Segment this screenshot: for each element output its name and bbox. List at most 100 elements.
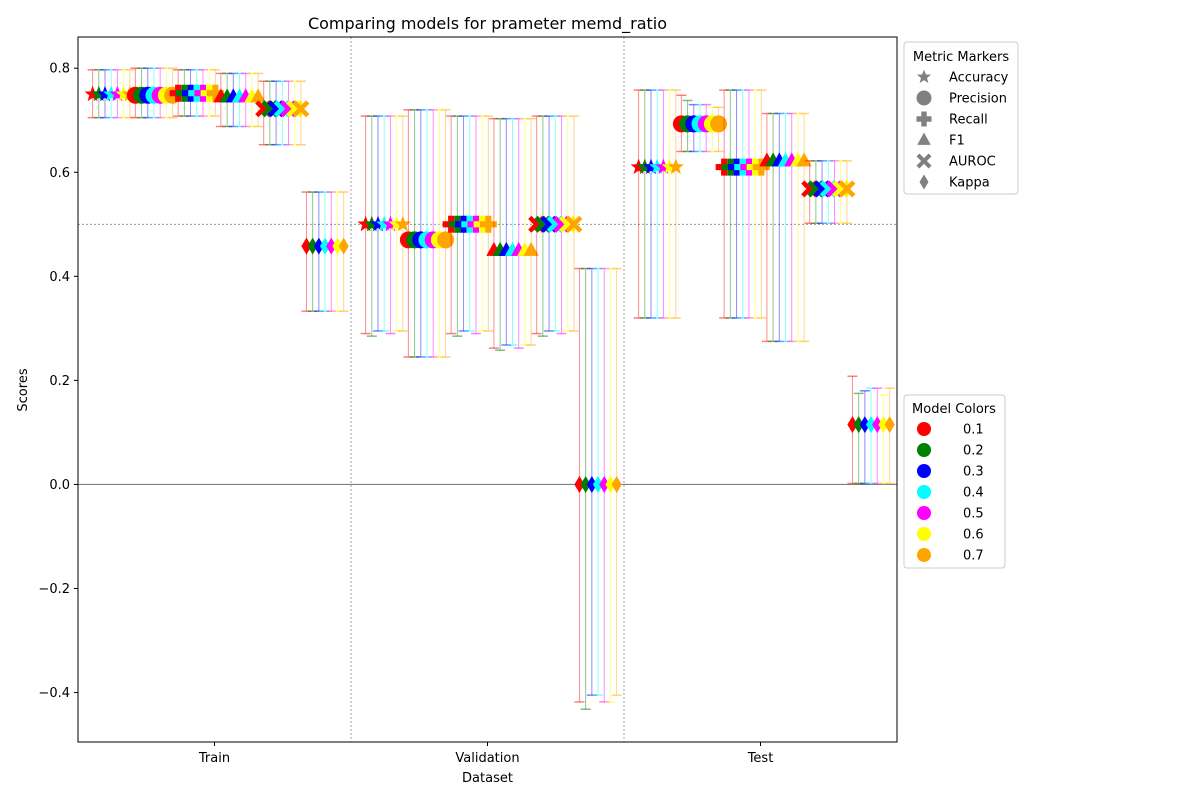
legend-marker	[916, 90, 932, 106]
legend-item-model-0-1: 0.1	[917, 422, 984, 438]
data-point	[363, 215, 380, 232]
series-train-f1	[213, 72, 266, 128]
legend-label: AUROC	[949, 155, 996, 170]
legend-label: 0.7	[963, 549, 984, 564]
legend-item-model-0-4: 0.4	[917, 485, 984, 501]
data-point	[661, 158, 678, 174]
data-point	[636, 158, 653, 174]
series-validation-f1	[486, 117, 539, 351]
x-tick-label: Test	[747, 751, 774, 766]
series-validation-recall	[442, 115, 497, 337]
data-point	[752, 158, 770, 176]
x-tick-label: Validation	[455, 751, 519, 766]
data-point	[313, 237, 324, 255]
data-point	[838, 180, 856, 198]
legend-item-model-0-2: 0.2	[917, 443, 984, 459]
y-tick-label: 0.2	[49, 374, 70, 389]
data-point	[642, 158, 660, 174]
y-tick-label: 0.0	[49, 478, 70, 493]
legend-label: 0.2	[963, 444, 984, 459]
plot-area	[78, 37, 897, 742]
legend-marker	[916, 111, 932, 127]
legend-swatch	[917, 527, 931, 541]
legend-frame	[903, 394, 1006, 569]
series-validation-kappa	[574, 267, 622, 710]
legend-swatch	[917, 422, 931, 436]
data-point	[326, 237, 337, 255]
y-tick-label: 0.8	[49, 62, 70, 77]
data-point	[319, 237, 331, 255]
data-point	[103, 85, 120, 102]
data-point	[630, 158, 647, 174]
plot-background	[78, 37, 897, 742]
legend-model-colors: Model Colors 0.1 0.2 0.3 0.4 0.5 0.6 0.7	[903, 394, 1006, 569]
legend-title: Metric Markers	[913, 50, 1009, 65]
y-tick-label: −0.2	[38, 582, 70, 597]
data-point	[710, 115, 728, 133]
data-point	[649, 158, 666, 174]
data-point	[592, 475, 604, 493]
data-point	[206, 84, 224, 102]
series-test-f1	[759, 112, 812, 343]
data-point	[301, 237, 312, 255]
legend-label: Recall	[949, 113, 988, 128]
legend-swatch	[917, 464, 931, 478]
legend-marker	[916, 69, 932, 84]
data-point	[853, 416, 864, 434]
legend-metric-markers: Metric Markers Accuracy Precision Recall F1…	[903, 41, 1019, 195]
series-test-recall	[715, 89, 770, 319]
series-train-kappa	[301, 191, 349, 312]
data-point	[865, 416, 877, 434]
data-point	[338, 237, 349, 255]
data-point	[307, 237, 318, 255]
data-point	[574, 475, 585, 493]
data-point	[884, 416, 895, 434]
legend-label: 0.4	[963, 486, 984, 501]
legend-item-model-0-5: 0.5	[917, 506, 984, 522]
data-point	[382, 215, 399, 232]
data-point	[250, 88, 266, 103]
legend-item-model-0-7: 0.7	[917, 548, 984, 564]
legend-swatch	[917, 506, 931, 520]
y-tick-label: 0.4	[49, 270, 70, 285]
data-point	[847, 416, 858, 434]
legend-item-f1: F1	[917, 132, 965, 149]
data-point	[611, 475, 622, 493]
y-tick-label: 0.6	[49, 166, 70, 181]
axes: −0.4 −0.2 0.0 0.2 0.4 0.6 0.8 Train Validation Te…	[38, 36, 898, 766]
data-point	[479, 215, 497, 233]
legend-label: 0.3	[963, 465, 984, 480]
data-point	[90, 85, 107, 102]
series-test-accuracy	[630, 89, 684, 319]
x-axis-label: Dataset	[462, 771, 513, 786]
legend-swatch	[917, 485, 931, 499]
data-point	[394, 215, 411, 232]
legend-item-auroc: AUROC	[916, 153, 996, 170]
data-point	[523, 241, 539, 256]
legend-title: Model Colors	[912, 402, 996, 417]
data-point	[667, 158, 684, 174]
series-train-accuracy	[84, 69, 138, 119]
legend-label: Accuracy	[949, 71, 1009, 86]
series-test-auroc	[801, 160, 856, 225]
data-point	[376, 215, 393, 232]
data-point	[96, 85, 114, 102]
data-point	[599, 475, 610, 493]
y-axis-label: Scores	[16, 368, 31, 411]
data-point	[565, 215, 583, 233]
x-tick-label: Train	[198, 751, 230, 766]
y-tick-label: −0.4	[38, 686, 70, 701]
data-point	[872, 416, 883, 434]
series-test-precision	[672, 94, 728, 153]
data-point	[655, 158, 672, 174]
legend-label: 0.6	[963, 528, 984, 543]
legend-marker	[919, 174, 929, 190]
data-point	[84, 85, 101, 102]
legend-item-model-0-3: 0.3	[917, 464, 984, 480]
data-point	[437, 231, 455, 249]
legend-label: Kappa	[949, 176, 990, 191]
data-point	[580, 475, 591, 493]
data-point	[332, 237, 343, 255]
series-validation-auroc	[528, 115, 583, 337]
